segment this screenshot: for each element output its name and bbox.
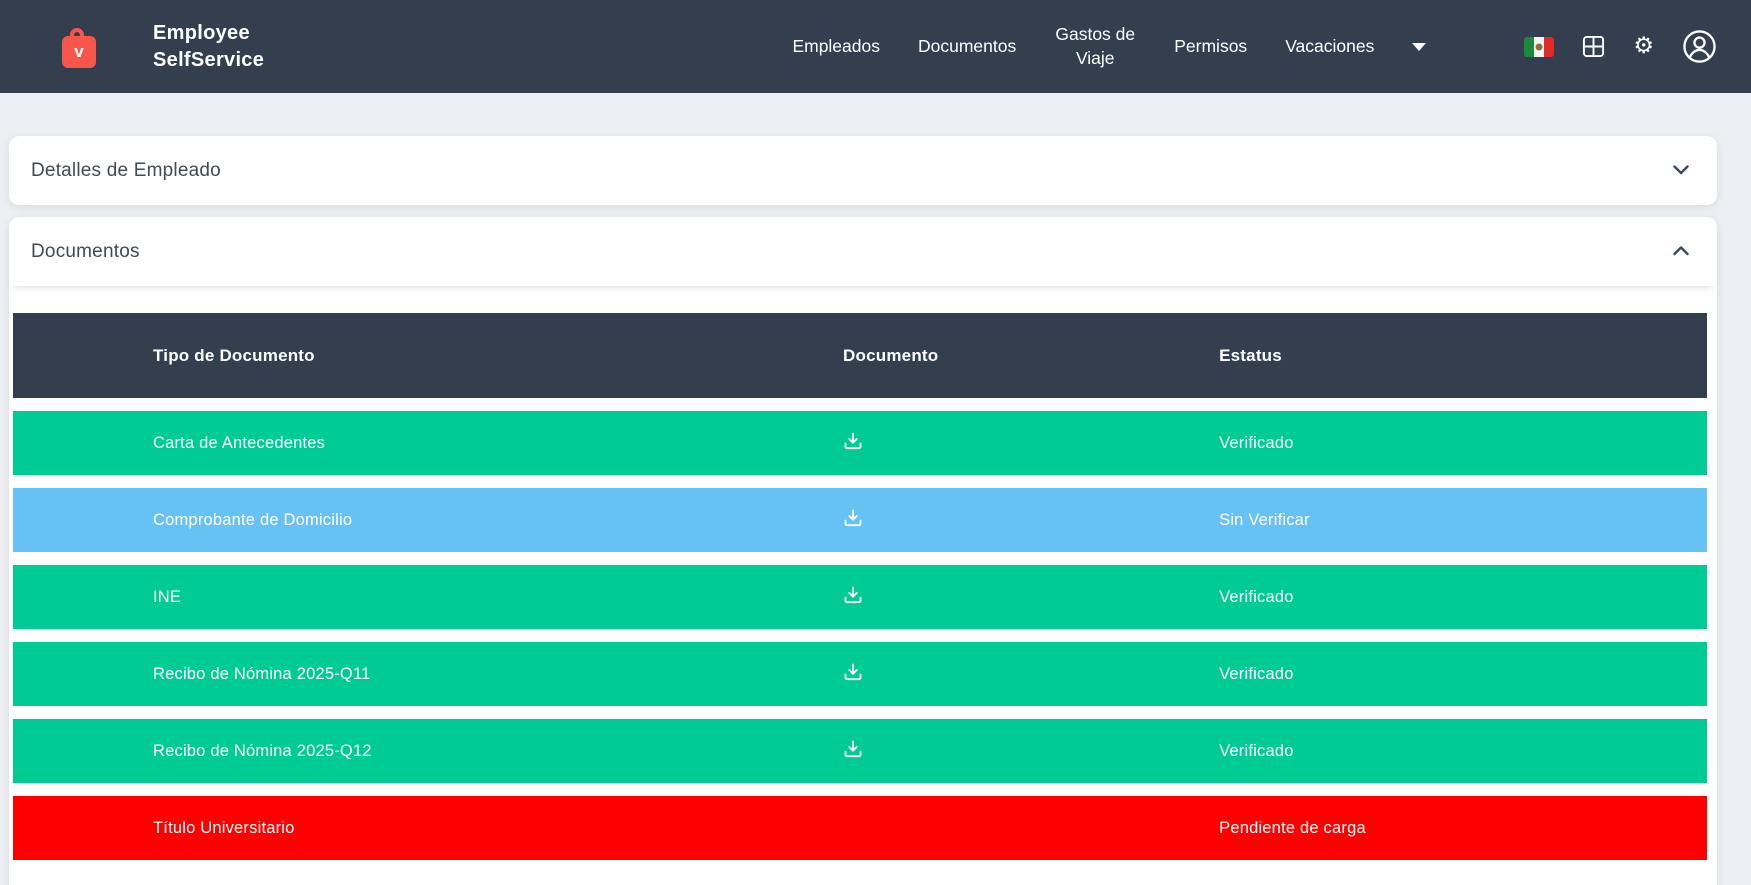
nav-item-documentos[interactable]: Documentos — [918, 36, 1017, 56]
download-icon[interactable] — [843, 508, 863, 528]
brand[interactable]: v Employee SelfService — [0, 20, 264, 74]
vacaciones-dropdown-caret-icon[interactable] — [1412, 42, 1427, 51]
document-type-cell: Comprobante de Domicilio — [13, 488, 844, 552]
chevron-down-icon — [1673, 162, 1689, 180]
download-icon[interactable] — [843, 585, 863, 605]
status-cell: Verificado — [1219, 565, 1707, 629]
chevron-up-icon — [1673, 243, 1689, 261]
app-logo-bag-icon: v — [62, 26, 96, 68]
status-cell: Verificado — [1219, 642, 1707, 706]
document-cell — [843, 642, 1220, 706]
status-cell: Verificado — [1219, 719, 1707, 783]
table-row: Comprobante de Domicilio Sin Verificar — [13, 488, 1707, 552]
table-row: INE Verificado — [13, 565, 1707, 629]
nav-item-empleados[interactable]: Empleados — [792, 36, 880, 56]
accordion-header-documentos[interactable]: Documentos — [9, 217, 1717, 286]
accordion-title: Detalles de Empleado — [31, 159, 221, 181]
main-nav: Empleados Documentos Gastos de Viaje Per… — [792, 23, 1427, 70]
nav-item-gastos-de-viaje[interactable]: Gastos de Viaje — [1055, 23, 1136, 68]
accordion-detalles-de-empleado: Detalles de Empleado — [9, 136, 1717, 205]
nav-item-permisos[interactable]: Permisos — [1174, 36, 1248, 56]
accordion-documentos: Documentos Tipo de Documento Documento E… — [9, 217, 1717, 885]
document-type-cell: Carta de Antecedentes — [13, 411, 844, 475]
documents-table: Tipo de Documento Documento Estatus Cart… — [13, 300, 1707, 873]
document-type-cell: INE — [13, 565, 844, 629]
accordion-title: Documentos — [31, 240, 140, 262]
column-header-estatus: Estatus — [1219, 313, 1707, 398]
document-type-cell: Recibo de Nómina 2025-Q11 — [13, 642, 844, 706]
column-header-documento: Documento — [843, 313, 1220, 398]
document-type-cell: Recibo de Nómina 2025-Q12 — [13, 719, 844, 783]
user-profile-icon[interactable] — [1682, 29, 1717, 64]
table-row: Recibo de Nómina 2025-Q11 Verificado — [13, 642, 1707, 706]
status-cell: Sin Verificar — [1219, 488, 1707, 552]
top-navbar: v Employee SelfService Empleados Documen… — [0, 0, 1751, 93]
accordion-header-detalles[interactable]: Detalles de Empleado — [9, 136, 1717, 205]
document-cell — [843, 565, 1220, 629]
document-type-cell: Título Universitario — [13, 796, 844, 860]
status-cell: Verificado — [1219, 411, 1707, 475]
download-icon[interactable] — [843, 431, 863, 451]
document-cell — [843, 488, 1220, 552]
table-header-row: Tipo de Documento Documento Estatus — [13, 313, 1707, 398]
mexico-flag-icon[interactable] — [1524, 36, 1555, 57]
document-cell — [843, 719, 1220, 783]
app-title: Employee SelfService — [153, 21, 265, 71]
column-header-tipo-de-documento: Tipo de Documento — [13, 313, 844, 398]
nav-item-vacaciones[interactable]: Vacaciones — [1285, 36, 1375, 56]
status-cell: Pendiente de carga — [1219, 796, 1707, 860]
gear-icon[interactable]: ⚙ — [1633, 33, 1654, 59]
navbar-icon-group: ⚙ — [1524, 29, 1717, 64]
main-content: Detalles de Empleado Documentos — [0, 93, 1751, 885]
table-row: Recibo de Nómina 2025-Q12 Verificado — [13, 719, 1707, 783]
download-icon[interactable] — [843, 662, 863, 682]
document-cell — [843, 411, 1220, 475]
document-cell — [843, 796, 1220, 860]
table-row: Título Universitario Pendiente de carga — [13, 796, 1707, 860]
documents-panel: Tipo de Documento Documento Estatus Cart… — [9, 286, 1717, 885]
download-icon[interactable] — [843, 739, 863, 759]
grid-apps-icon[interactable] — [1582, 35, 1605, 58]
table-row: Carta de Antecedentes Verificado — [13, 411, 1707, 475]
